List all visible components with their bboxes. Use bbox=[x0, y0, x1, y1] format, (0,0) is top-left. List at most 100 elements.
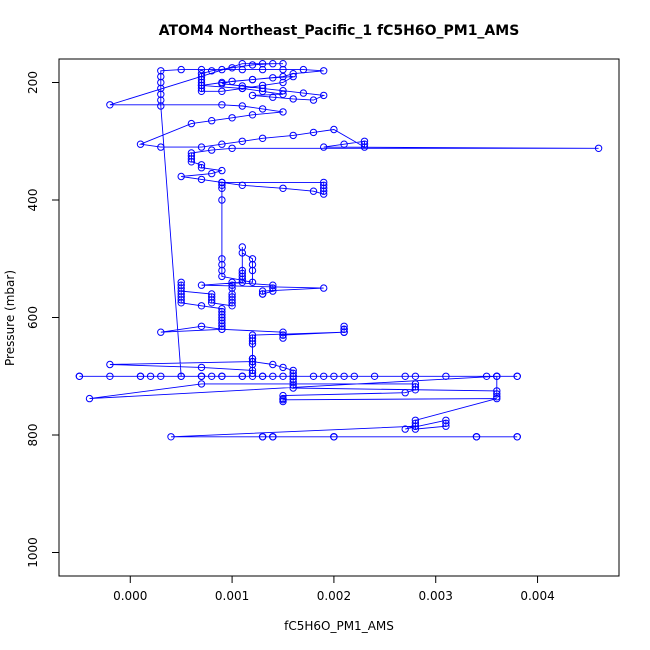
data-point bbox=[248, 260, 257, 269]
data-point bbox=[269, 287, 277, 295]
y-tick-label: 200 bbox=[26, 71, 40, 94]
data-point bbox=[289, 131, 297, 140]
data-point bbox=[197, 70, 206, 78]
data-point bbox=[320, 190, 328, 198]
data-point bbox=[187, 158, 196, 166]
data-point bbox=[248, 334, 257, 342]
data-point bbox=[269, 281, 277, 289]
data-point bbox=[218, 322, 226, 330]
data-point bbox=[320, 67, 328, 75]
x-axis-label: fC5H6O_PM1_AMS bbox=[284, 619, 394, 633]
data-point bbox=[248, 75, 257, 84]
data-point bbox=[248, 357, 257, 366]
data-point bbox=[289, 384, 297, 392]
data-point bbox=[594, 144, 603, 153]
data-point bbox=[258, 290, 267, 298]
data-point bbox=[279, 87, 287, 95]
data-point bbox=[340, 372, 348, 380]
data-point bbox=[106, 372, 114, 380]
axis-ticks: 0.000 0.001 0.002 0.003 0.004 200 400 600 800 100… bbox=[26, 71, 555, 603]
data-point bbox=[289, 72, 297, 81]
data-point bbox=[208, 146, 216, 154]
chart-title: ATOM4 Northeast_Pacific_1 fC5H6O_PM1_AMS bbox=[159, 23, 520, 39]
data-point bbox=[177, 281, 185, 289]
data-point bbox=[218, 101, 226, 109]
data-point bbox=[106, 101, 114, 109]
data-point bbox=[238, 249, 247, 257]
data-point bbox=[309, 372, 318, 380]
data-point bbox=[442, 416, 450, 424]
data-point bbox=[238, 84, 247, 93]
data-point bbox=[248, 372, 257, 380]
data-point bbox=[228, 299, 236, 307]
data-point bbox=[228, 278, 236, 286]
data-point bbox=[218, 325, 226, 333]
data-point bbox=[228, 77, 236, 86]
data-point bbox=[157, 72, 165, 81]
data-point bbox=[411, 422, 420, 430]
data-point bbox=[177, 65, 185, 74]
data-point bbox=[289, 372, 297, 380]
data-point bbox=[218, 65, 226, 74]
data-point bbox=[177, 287, 185, 295]
data-point bbox=[360, 143, 369, 151]
data-point bbox=[350, 372, 358, 380]
data-point bbox=[157, 67, 165, 75]
data-point bbox=[309, 128, 318, 137]
data-point bbox=[370, 372, 379, 380]
data-point bbox=[493, 372, 501, 380]
data-point bbox=[85, 394, 94, 403]
data-point bbox=[157, 372, 165, 380]
data-point bbox=[197, 302, 206, 310]
data-point bbox=[177, 278, 185, 286]
data-point bbox=[411, 425, 420, 433]
data-point bbox=[401, 389, 409, 397]
data-point bbox=[218, 184, 226, 193]
data-point bbox=[248, 340, 257, 348]
data-point bbox=[248, 337, 257, 345]
x-tick-label: 0.004 bbox=[520, 589, 554, 603]
y-tick-label: 600 bbox=[26, 306, 40, 329]
data-point bbox=[279, 108, 287, 116]
data-point bbox=[258, 372, 267, 380]
data-point bbox=[279, 363, 287, 372]
data-point bbox=[340, 140, 348, 148]
data-point bbox=[197, 143, 206, 151]
data-point bbox=[228, 281, 236, 289]
data-point bbox=[248, 255, 257, 263]
plot-frame bbox=[58, 58, 620, 577]
data-point bbox=[279, 72, 287, 81]
data-point bbox=[248, 354, 257, 363]
data-point bbox=[279, 331, 287, 339]
data-point bbox=[208, 290, 216, 298]
data-point bbox=[218, 80, 226, 88]
data-point bbox=[208, 372, 216, 380]
plot-area bbox=[75, 60, 603, 441]
data-point bbox=[320, 187, 328, 195]
y-tick-label: 1000 bbox=[26, 537, 40, 568]
data-point bbox=[157, 143, 165, 151]
data-point bbox=[177, 372, 185, 380]
data-point bbox=[218, 181, 226, 190]
data-point bbox=[187, 155, 196, 163]
data-point bbox=[218, 140, 226, 148]
data-point bbox=[197, 164, 206, 172]
data-point bbox=[289, 381, 297, 389]
data-point bbox=[442, 419, 450, 427]
data-point bbox=[320, 143, 328, 151]
data-point bbox=[513, 433, 521, 441]
data-point bbox=[208, 299, 216, 307]
data-point bbox=[269, 433, 277, 441]
x-tick-label: 0.001 bbox=[215, 589, 249, 603]
data-point bbox=[248, 61, 257, 69]
x-tick-label: 0.003 bbox=[419, 589, 453, 603]
data-point bbox=[401, 425, 409, 433]
data-point bbox=[513, 372, 521, 380]
data-point bbox=[218, 310, 226, 319]
data-point bbox=[238, 181, 247, 190]
data-point bbox=[197, 322, 206, 330]
data-point bbox=[411, 383, 420, 391]
data-point bbox=[493, 394, 501, 403]
data-point bbox=[167, 433, 175, 441]
